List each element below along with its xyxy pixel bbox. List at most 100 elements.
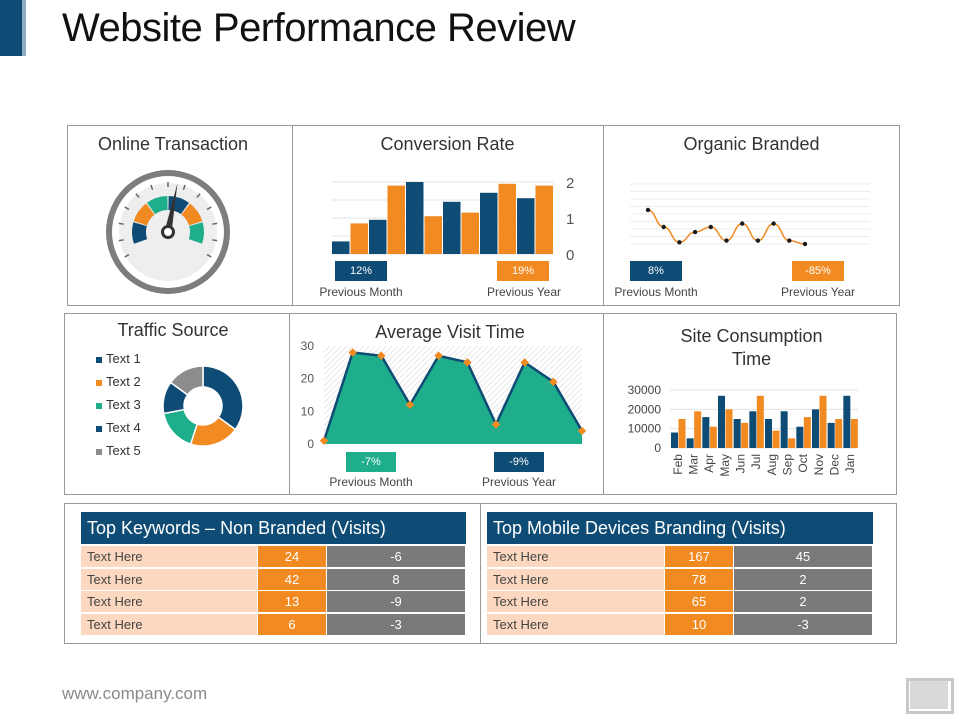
legend-label: Text 2 — [106, 374, 141, 389]
organic-point — [708, 224, 713, 230]
conversion-bar — [424, 216, 442, 254]
site-bar — [686, 438, 694, 448]
organic-left-pill: 8% — [630, 261, 682, 281]
visit-right-label: Previous Year — [481, 475, 557, 489]
conversion-tick-label: 1 — [566, 211, 574, 228]
legend-swatch — [96, 425, 102, 432]
gauge-segment — [147, 196, 168, 215]
visit-tick-label: 30 — [301, 339, 315, 353]
footer-url: www.company.com — [62, 684, 208, 703]
donut-slice — [202, 365, 244, 431]
month-label: Aug — [765, 454, 779, 475]
row-label: Text Here — [81, 568, 257, 590]
organic-point — [740, 221, 745, 226]
organic-point — [802, 241, 808, 247]
month-label: Sep — [781, 454, 795, 476]
page-title: Website Performance Review — [62, 6, 576, 50]
organic-point — [692, 229, 698, 235]
conversion-bar — [498, 183, 516, 254]
site-bar — [678, 419, 686, 448]
online-transaction-title: Online Transaction — [97, 134, 249, 154]
site-bar — [850, 419, 858, 448]
month-label: Jun — [734, 454, 748, 473]
site-bar — [819, 395, 827, 448]
divider — [480, 503, 481, 644]
conversion-bar — [443, 201, 461, 254]
month-label: Oct — [796, 453, 810, 472]
conversion-left-label: Previous Month — [319, 285, 403, 299]
conversion-right-label: Previous Year — [486, 285, 562, 299]
area-marker — [520, 358, 529, 367]
site-bar — [725, 409, 733, 448]
gauge-tick — [212, 239, 218, 242]
gauge-segment — [181, 203, 203, 226]
legend-label: Text 5 — [106, 443, 141, 458]
accent-bar — [0, 0, 22, 56]
site-bar — [812, 409, 819, 448]
online-transaction-gauge — [106, 170, 230, 294]
site-consumption-chart: 30000 20000 10000 0 Feb Mar Apr May Jun Jul Aug Sep… — [628, 383, 858, 477]
row-change: 45 — [734, 546, 872, 567]
keywords-table-title: Top Keywords – Non Branded (Visits) — [81, 512, 466, 544]
gauge-tick — [212, 222, 218, 225]
average-visit-time-title: Average Visit Time — [375, 322, 525, 342]
organic-point — [724, 238, 729, 243]
divider — [292, 125, 293, 306]
gauge-segment — [133, 203, 155, 226]
gauge-tick — [150, 184, 154, 190]
site-bar — [843, 395, 851, 448]
legend-label: Text 4 — [106, 420, 141, 435]
conversion-bar — [517, 198, 535, 254]
traffic-source-title: Traffic Source — [117, 320, 229, 340]
site-bar — [803, 417, 811, 448]
legend-item: Text 4 — [96, 420, 141, 435]
organic-point — [771, 221, 776, 226]
row-label: Text Here — [81, 546, 257, 567]
conversion-right-pill: 19% — [497, 261, 549, 281]
legend-item: Text 5 — [96, 443, 141, 458]
gauge-hub-center — [164, 228, 172, 236]
month-label: Mar — [687, 454, 701, 475]
month-label: Dec — [828, 454, 842, 475]
legend-label: Text 1 — [106, 351, 141, 366]
donut-slice — [162, 408, 199, 445]
month-label: Nov — [812, 454, 826, 475]
site-consumption-title-2: Time — [731, 349, 772, 369]
row-label: Text Here — [487, 614, 664, 636]
site-tick-label: 20000 — [628, 402, 662, 416]
row-change: -9 — [327, 591, 465, 613]
conversion-rate-chart: 2 1 0 — [332, 175, 574, 264]
gauge-segment — [132, 222, 148, 244]
site-bar — [835, 419, 843, 448]
gauge-tick — [124, 253, 130, 258]
accent-bar-light — [22, 0, 26, 56]
row-value: 78 — [665, 568, 733, 590]
month-label: Feb — [671, 454, 685, 475]
visit-tick-label: 20 — [301, 372, 315, 386]
conversion-bar — [461, 212, 479, 254]
row-value: 10 — [665, 614, 733, 636]
row-change: 2 — [734, 591, 872, 613]
conversion-bar — [480, 192, 498, 254]
area-marker — [319, 436, 329, 445]
conversion-bar — [369, 219, 387, 254]
legend-swatch — [96, 356, 102, 363]
site-tick-label: 30000 — [628, 383, 662, 397]
organic-point — [645, 207, 651, 213]
site-bar — [702, 417, 710, 448]
row-change: 2 — [734, 568, 872, 590]
gauge-tick — [196, 193, 201, 199]
gauge-needle — [164, 182, 178, 233]
row-label: Text Here — [81, 591, 257, 613]
row-change: -6 — [327, 546, 465, 567]
gauge-tick — [118, 222, 124, 225]
traffic-source-donut — [162, 365, 244, 447]
legend-swatch — [96, 448, 102, 455]
gauge-tick — [206, 253, 212, 258]
visit-right-pill: -9% — [494, 452, 544, 472]
divider — [603, 125, 604, 306]
site-bar — [780, 411, 788, 448]
gauge-tick — [206, 206, 212, 211]
conversion-bar — [535, 185, 553, 254]
organic-point — [677, 240, 682, 245]
